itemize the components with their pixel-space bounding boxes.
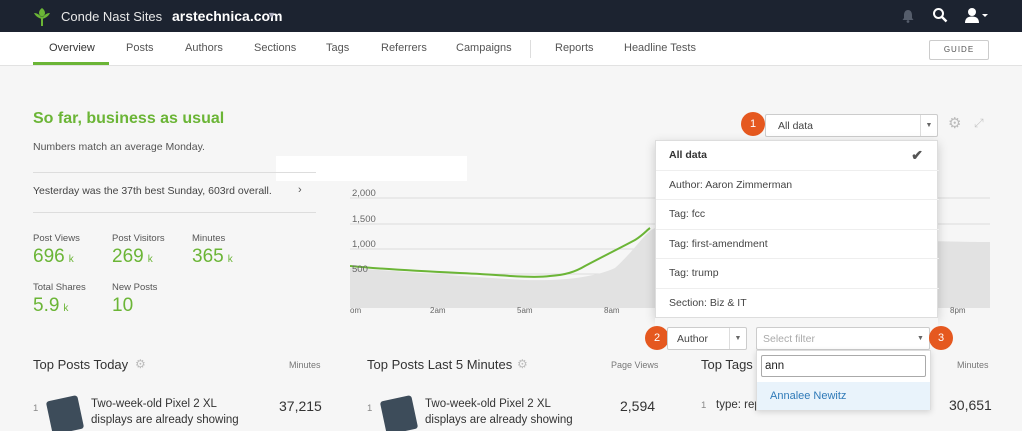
filter-type-select[interactable]: Author ▼	[667, 327, 747, 350]
rank-number: 1	[367, 403, 373, 414]
stat-label-post-visitors: Post Visitors	[112, 233, 165, 244]
leaf-logo-icon[interactable]	[33, 6, 51, 26]
step-badge-3: 3	[929, 326, 953, 350]
stat-label-total-shares: Total Shares	[33, 282, 86, 293]
tab-tags[interactable]: Tags	[326, 42, 350, 54]
post-title-link[interactable]: Two-week-old Pixel 2 XL displays are alr…	[91, 398, 239, 426]
stat-label-post-views: Post Views	[33, 233, 80, 244]
settings-gear-icon[interactable]: ⚙	[948, 115, 962, 132]
option-all-data[interactable]: All data ✔	[656, 141, 939, 171]
site-caret-icon[interactable]: ▼	[267, 10, 276, 20]
x-tick: 8am	[604, 306, 620, 315]
search-icon[interactable]	[932, 7, 948, 23]
main-nav: Overview Posts Authors Sections Tags Ref…	[0, 32, 1022, 66]
rank-number: 1	[33, 403, 39, 414]
stat-value-post-views: 696 k	[33, 246, 74, 267]
gear-icon[interactable]: ⚙	[135, 357, 146, 371]
divider	[33, 212, 316, 213]
data-filter-dropdown: All data ✔ Author: Aaron Zimmerman Tag: f…	[655, 140, 939, 318]
chevron-down-icon[interactable]: ▼	[917, 335, 924, 342]
option-author[interactable]: Author: Aaron Zimmerman	[656, 171, 939, 201]
stat-label-new-posts: New Posts	[112, 282, 158, 293]
filter-placeholder: Select filter	[763, 332, 815, 345]
today-line	[350, 227, 651, 278]
post-metric: 2,594	[620, 398, 656, 414]
top-posts-5min-title: Top Posts Last 5 Minutes	[367, 357, 513, 372]
y-tick: 500	[352, 264, 368, 275]
checkmark-icon: ✔	[911, 147, 923, 163]
brand-name[interactable]: Conde Nast Sites	[61, 9, 163, 24]
post-thumbnail[interactable]	[379, 395, 419, 431]
option-tag-first-amendment[interactable]: Tag: first-amendment	[656, 230, 939, 260]
nav-divider	[530, 40, 531, 58]
post-thumbnail[interactable]	[45, 395, 85, 431]
chevron-down-icon[interactable]: ▼	[729, 328, 746, 349]
tab-posts[interactable]: Posts	[126, 42, 154, 54]
chevron-right-icon[interactable]: ›	[298, 184, 302, 196]
guide-button[interactable]: GUIDE	[929, 40, 989, 60]
site-selector[interactable]: arstechnica.com	[172, 8, 283, 24]
chevron-down-icon[interactable]: ▼	[920, 115, 937, 136]
top-posts-today-title: Top Posts Today	[33, 357, 129, 372]
top-tags-title: Top Tags	[701, 357, 753, 372]
column-label: Minutes	[289, 360, 321, 370]
stat-value-total-shares: 5.9 k	[33, 295, 69, 316]
divider	[33, 172, 316, 173]
tab-sections[interactable]: Sections	[254, 42, 297, 54]
step-badge-2: 2	[645, 326, 669, 350]
bell-icon[interactable]	[902, 9, 914, 23]
tab-authors[interactable]: Authors	[185, 42, 223, 54]
tab-referrers[interactable]: Referrers	[381, 42, 427, 54]
column-label: Page Views	[611, 360, 659, 370]
column-label: Minutes	[957, 360, 989, 370]
tag-link[interactable]: type: rep	[716, 399, 761, 411]
tab-overview[interactable]: Overview	[49, 42, 95, 54]
stat-value-post-visitors: 269 k	[112, 246, 153, 267]
data-filter-select[interactable]: All data ▼	[765, 114, 938, 137]
tab-campaigns[interactable]: Campaigns	[456, 42, 512, 54]
option-tag-fcc[interactable]: Tag: fcc	[656, 200, 939, 230]
search-result-item[interactable]: Annalee Newitz	[757, 382, 930, 410]
expand-icon[interactable]: ⤢	[974, 116, 984, 130]
stat-value-new-posts: 10	[112, 295, 134, 316]
x-tick: 5am	[517, 306, 533, 315]
rank-number: 1	[701, 400, 707, 411]
option-section-biz-it[interactable]: Section: Biz & IT	[669, 297, 747, 309]
tag-metric: 30,651	[949, 397, 992, 413]
yesterday-summary[interactable]: Yesterday was the 37th best Sunday, 603r…	[33, 185, 272, 197]
status-headline: So far, business as usual	[33, 110, 225, 127]
blank-strip	[276, 156, 467, 181]
active-tab-indicator	[33, 62, 109, 65]
option-tag-trump[interactable]: Tag: trump	[656, 259, 939, 289]
post-metric: 37,215	[279, 398, 322, 414]
x-tick: 8pm	[950, 306, 966, 315]
filter-search-input[interactable]	[761, 355, 926, 377]
tab-reports[interactable]: Reports	[555, 42, 594, 54]
stat-value-minutes: 365 k	[192, 246, 233, 267]
filter-value-select[interactable]: Select filter ▼	[756, 327, 930, 350]
y-tick: 2,000	[352, 188, 376, 199]
tab-headline-tests[interactable]: Headline Tests	[624, 42, 696, 54]
status-subline: Numbers match an average Monday.	[33, 141, 205, 153]
y-tick: 1,500	[352, 214, 376, 225]
step-badge-1: 1	[741, 112, 765, 136]
filter-type-value: Author	[677, 332, 708, 345]
gear-icon[interactable]: ⚙	[517, 357, 528, 371]
user-icon[interactable]	[964, 7, 990, 23]
filter-search-popup: Annalee Newitz	[756, 350, 931, 410]
x-tick: 2am	[430, 306, 446, 315]
data-filter-value: All data	[778, 119, 814, 132]
stat-label-minutes: Minutes	[192, 233, 226, 244]
top-bar: Conde Nast Sites arstechnica.com ▼	[0, 0, 1022, 32]
x-tick: om	[350, 306, 362, 315]
y-tick: 1,000	[352, 239, 376, 250]
post-title-link[interactable]: Two-week-old Pixel 2 XL displays are alr…	[425, 398, 573, 426]
